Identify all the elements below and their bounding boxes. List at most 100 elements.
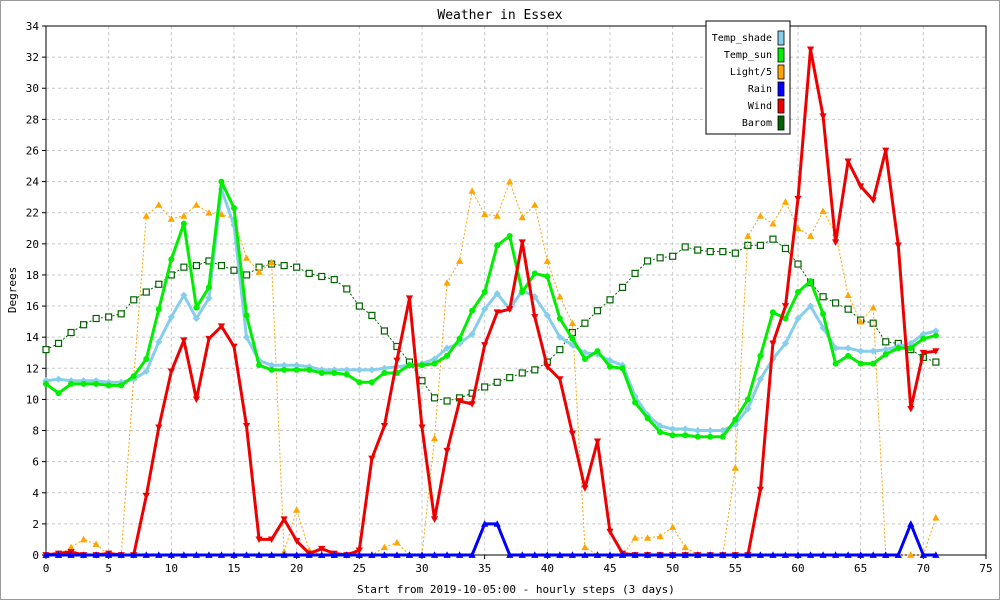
point-barom bbox=[493, 378, 501, 386]
point-light-5 bbox=[142, 212, 150, 219]
point-barom bbox=[355, 302, 363, 310]
point-barom bbox=[79, 321, 88, 329]
point-barom bbox=[669, 252, 677, 260]
x-tick-label: 5 bbox=[105, 562, 112, 575]
point-light-5 bbox=[180, 212, 188, 219]
point-rain bbox=[706, 551, 714, 558]
point-temp-shade bbox=[293, 361, 301, 369]
point-rain bbox=[155, 551, 163, 558]
point-wind bbox=[192, 396, 200, 404]
y-tick-label: 4 bbox=[32, 487, 39, 500]
point-temp-shade bbox=[556, 333, 564, 341]
point-light-5 bbox=[293, 506, 301, 513]
point-light-5 bbox=[456, 257, 464, 264]
series-barom bbox=[42, 235, 940, 405]
point-wind bbox=[217, 323, 226, 330]
point-rain bbox=[756, 551, 764, 558]
point-wind bbox=[531, 314, 539, 321]
point-wind bbox=[932, 348, 940, 355]
point-temp-shade bbox=[907, 339, 915, 347]
point-temp-sun bbox=[782, 315, 789, 322]
y-axis-label: Degrees bbox=[6, 267, 19, 313]
series-line-temp-shade bbox=[45, 187, 937, 432]
point-light-5 bbox=[518, 213, 526, 221]
point-temp-sun bbox=[130, 373, 137, 380]
point-barom bbox=[556, 346, 564, 354]
point-barom bbox=[92, 314, 100, 323]
point-rain bbox=[268, 551, 276, 558]
point-temp-sun bbox=[581, 355, 588, 362]
point-barom bbox=[781, 244, 790, 253]
y-tick-label: 22 bbox=[26, 207, 39, 220]
point-rain bbox=[92, 551, 100, 558]
point-rain bbox=[769, 551, 777, 558]
point-wind bbox=[857, 183, 865, 190]
series-rain bbox=[42, 520, 940, 558]
point-temp-shade bbox=[581, 349, 589, 357]
point-rain bbox=[180, 551, 188, 558]
point-wind bbox=[280, 516, 288, 523]
point-barom bbox=[305, 269, 313, 277]
y-tick-label: 12 bbox=[26, 362, 39, 375]
point-rain bbox=[869, 551, 877, 558]
point-wind bbox=[456, 398, 464, 405]
point-temp-sun bbox=[732, 416, 739, 423]
point-rain bbox=[318, 551, 326, 558]
point-temp-shade bbox=[882, 346, 890, 354]
series-line-wind bbox=[45, 47, 937, 557]
point-barom bbox=[155, 280, 163, 288]
point-temp-sun bbox=[832, 360, 839, 367]
point-temp-sun bbox=[444, 352, 451, 359]
point-temp-sun bbox=[682, 432, 689, 439]
point-light-5 bbox=[656, 532, 664, 540]
point-temp-shade bbox=[54, 375, 63, 383]
point-wind bbox=[769, 340, 777, 347]
point-temp-shade bbox=[443, 344, 451, 352]
point-barom bbox=[330, 276, 338, 284]
point-temp-sun bbox=[820, 310, 827, 317]
point-wind bbox=[167, 368, 175, 376]
point-light-5 bbox=[268, 258, 276, 266]
point-rain bbox=[844, 551, 852, 558]
x-tick-label: 75 bbox=[979, 562, 992, 575]
point-temp-shade bbox=[806, 302, 815, 310]
point-temp-sun bbox=[218, 178, 225, 185]
point-rain bbox=[405, 551, 414, 558]
point-light-5 bbox=[731, 464, 739, 471]
legend: Temp_shade Temp_sun Light/5 Rain Wind Barom bbox=[705, 20, 791, 135]
point-temp-shade bbox=[744, 405, 752, 413]
point-rain bbox=[493, 520, 501, 527]
point-light-5 bbox=[857, 318, 865, 325]
point-barom bbox=[694, 246, 702, 254]
x-tick-label: 25 bbox=[353, 562, 366, 575]
point-temp-shade bbox=[468, 330, 476, 338]
point-barom bbox=[831, 299, 840, 307]
point-rain bbox=[719, 551, 727, 558]
point-temp-sun bbox=[243, 312, 250, 319]
point-temp-sun bbox=[531, 270, 538, 277]
point-temp-sun bbox=[93, 380, 100, 387]
point-temp-shade bbox=[932, 327, 940, 335]
x-tick-label: 20 bbox=[290, 562, 303, 575]
point-rain bbox=[330, 551, 338, 558]
point-wind bbox=[543, 363, 551, 371]
point-temp-shade bbox=[280, 361, 288, 369]
point-temp-sun bbox=[719, 433, 726, 440]
point-barom bbox=[531, 366, 539, 374]
point-temp-shade bbox=[380, 364, 388, 372]
point-light-5 bbox=[568, 319, 576, 327]
point-temp-sun bbox=[632, 399, 639, 406]
point-temp-shade bbox=[268, 361, 276, 369]
point-rain bbox=[481, 520, 489, 527]
point-rain bbox=[744, 551, 752, 558]
point-temp-shade bbox=[719, 426, 727, 435]
point-wind bbox=[794, 195, 802, 203]
point-temp-sun bbox=[795, 289, 801, 296]
point-wind bbox=[481, 342, 489, 349]
point-barom bbox=[506, 374, 514, 382]
point-barom bbox=[606, 296, 614, 304]
point-temp-sun bbox=[544, 273, 551, 280]
point-barom bbox=[706, 248, 714, 256]
point-rain bbox=[506, 551, 514, 558]
point-barom bbox=[42, 346, 50, 354]
